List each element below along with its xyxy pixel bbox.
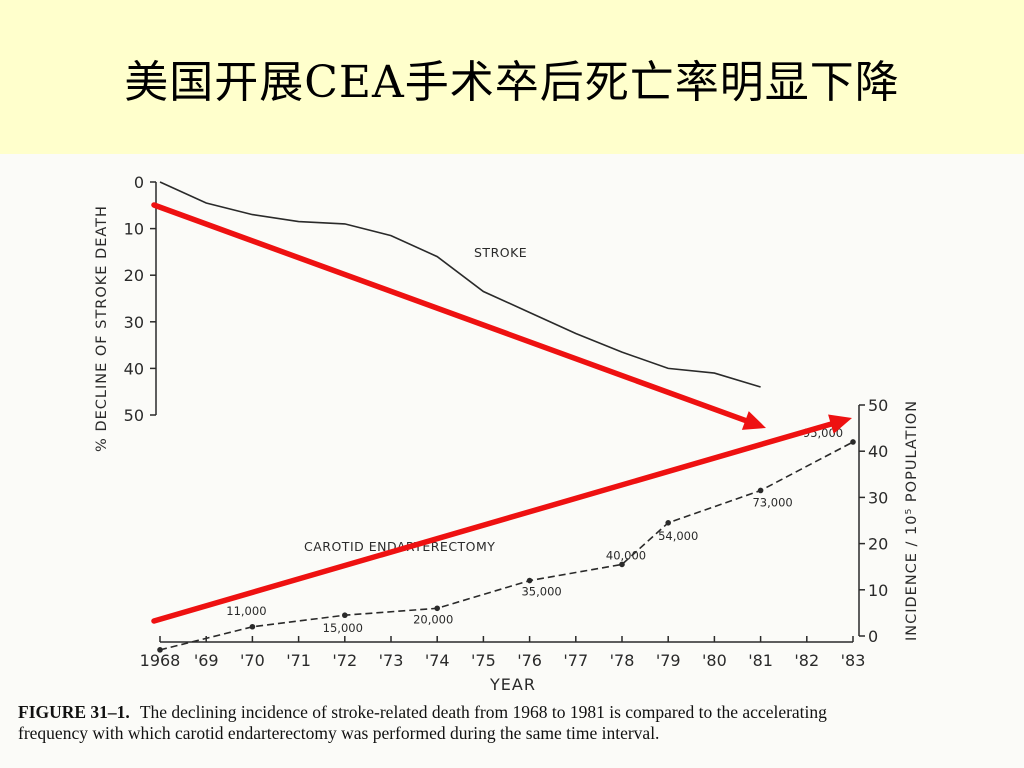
x-axis-tick-label: '74 — [425, 651, 450, 670]
cea-point-label: 35,000 — [521, 585, 561, 599]
cea-point-label: 54,000 — [658, 529, 698, 543]
cea-data-point — [342, 612, 348, 619]
cea-data-point — [526, 577, 533, 584]
cea-point-label: 73,000 — [752, 495, 792, 509]
x-axis-tick-label: '73 — [379, 651, 404, 670]
caption-line-1: The declining incidence of stroke-relate… — [139, 702, 827, 722]
axes-layer: 0 10 20 30 40 50 % DECLINE OF STROKE DEATH 0 10 2… — [94, 173, 920, 694]
left-axis-tick-label: 30 — [124, 313, 144, 332]
arrows-layer — [151, 202, 852, 624]
cea-series-line — [159, 441, 854, 651]
figure-area — [0, 154, 1024, 768]
figure-label: FIGURE 31–1. — [18, 702, 130, 722]
x-axis-tick-label: '71 — [286, 651, 311, 670]
cea-data-point — [434, 605, 441, 612]
x-axis-tick-label: '75 — [471, 651, 496, 670]
cea-data-point — [850, 439, 856, 445]
labels-layer: 11,000 15,000 20,000 35,000 40,000 54,000 73,0… — [226, 245, 843, 635]
left-axis-title: % DECLINE OF STROKE DEATH — [94, 205, 110, 452]
x-axis-tick-label: '83 — [841, 651, 866, 670]
x-axis-tick-label: '79 — [656, 651, 681, 670]
cea-point-label: 15,000 — [323, 621, 363, 635]
cea-data-point — [619, 561, 625, 568]
cea-data-point — [157, 647, 163, 653]
trend-arrow-up-shaft — [151, 421, 834, 624]
trend-arrow-down-shaft — [151, 202, 749, 424]
right-axis-tick-label: 30 — [868, 488, 888, 507]
cea-data-point — [757, 487, 764, 494]
x-axis-tick-label: '82 — [794, 651, 819, 670]
left-axis-tick-label: 10 — [124, 220, 144, 239]
caption-line-2: frequency with which carotid endarterect… — [18, 723, 660, 743]
left-axis-tick-label: 0 — [134, 173, 144, 192]
x-axis-tick-label: '70 — [240, 651, 265, 670]
x-axis-tick-label: '69 — [194, 651, 219, 670]
right-axis-tick-label: 50 — [868, 396, 888, 415]
cea-series-label: CAROTID ENDARTERECTOMY — [304, 539, 495, 554]
series-layer — [157, 181, 856, 653]
trend-arrow-down-head — [741, 411, 766, 430]
right-axis-tick-label: 40 — [868, 442, 888, 461]
x-axis-tick-label: '76 — [517, 651, 542, 670]
x-axis-tick-label: '80 — [702, 651, 727, 670]
stroke-series-line — [159, 181, 761, 388]
trend-arrow-up — [151, 414, 852, 624]
x-axis-tick-label: 1968 — [140, 651, 181, 670]
x-axis-tick-label: '72 — [332, 651, 357, 670]
left-axis-tick-label: 40 — [124, 359, 144, 378]
x-axis-tick-label: '78 — [610, 651, 635, 670]
slide-title: 美国开展CEA手术卒后死亡率明显下降 — [124, 57, 900, 108]
trend-arrow-down — [151, 202, 766, 430]
x-axis-tick-label: '77 — [563, 651, 588, 670]
x-axis-title: YEAR — [489, 675, 536, 694]
figure-caption: FIGURE 31–1. The declining incidence of s… — [18, 702, 1008, 744]
left-axis-tick-label: 20 — [124, 266, 144, 285]
cea-data-point — [665, 520, 671, 526]
cea-data-point — [249, 623, 256, 630]
trend-arrow-up-head — [828, 414, 852, 434]
stroke-series-label: STROKE — [474, 245, 527, 260]
cea-point-label: 20,000 — [413, 612, 453, 626]
right-axis-tick-label: 20 — [868, 535, 888, 554]
cea-point-label: 40,000 — [606, 548, 646, 562]
cea-point-label: 11,000 — [226, 604, 266, 618]
left-axis-tick-label: 50 — [124, 406, 144, 425]
right-axis-tick-label: 0 — [868, 627, 878, 646]
right-axis-tick-label: 10 — [868, 581, 888, 600]
title-bar — [0, 0, 1024, 154]
x-axis-tick-label: '81 — [748, 651, 773, 670]
right-axis-title: INCIDENCE / 10⁵ POPULATION — [904, 400, 920, 641]
